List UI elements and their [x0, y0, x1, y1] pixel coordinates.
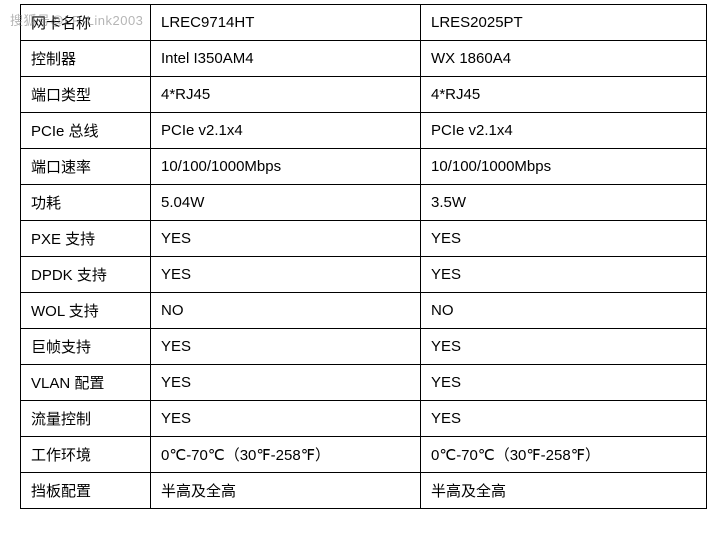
cell-product-b: 3.5W — [421, 185, 707, 221]
table-row: 挡板配置半高及全高半高及全高 — [21, 473, 707, 509]
cell-product-a: YES — [151, 329, 421, 365]
table-row: PCIe 总线PCIe v2.1x4PCIe v2.1x4 — [21, 113, 707, 149]
cell-product-a: YES — [151, 401, 421, 437]
row-label: PXE 支持 — [21, 221, 151, 257]
table-row: 端口速率10/100/1000Mbps10/100/1000Mbps — [21, 149, 707, 185]
table-row: 端口类型4*RJ454*RJ45 — [21, 77, 707, 113]
cell-product-a: Intel I350AM4 — [151, 41, 421, 77]
cell-product-a: YES — [151, 257, 421, 293]
cell-product-b: 半高及全高 — [421, 473, 707, 509]
table-row: WOL 支持NONO — [21, 293, 707, 329]
table-row: 功耗5.04W3.5W — [21, 185, 707, 221]
watermark-text: 搜狐号@LR-Link2003 — [10, 10, 143, 29]
cell-product-b: YES — [421, 401, 707, 437]
cell-product-b: WX 1860A4 — [421, 41, 707, 77]
cell-product-b: NO — [421, 293, 707, 329]
cell-product-a: 5.04W — [151, 185, 421, 221]
cell-product-a: YES — [151, 221, 421, 257]
cell-product-b: YES — [421, 365, 707, 401]
cell-product-b: PCIe v2.1x4 — [421, 113, 707, 149]
cell-product-b: 4*RJ45 — [421, 77, 707, 113]
row-label: 端口速率 — [21, 149, 151, 185]
cell-product-a: YES — [151, 365, 421, 401]
cell-product-b: 0℃-70℃（30℉-258℉） — [421, 437, 707, 473]
table-row: 巨帧支持YESYES — [21, 329, 707, 365]
cell-product-b: LRES2025PT — [421, 5, 707, 41]
row-label: 流量控制 — [21, 401, 151, 437]
row-label: 控制器 — [21, 41, 151, 77]
table-row: 控制器Intel I350AM4WX 1860A4 — [21, 41, 707, 77]
table-row: VLAN 配置YESYES — [21, 365, 707, 401]
cell-product-a: NO — [151, 293, 421, 329]
cell-product-a: 4*RJ45 — [151, 77, 421, 113]
row-label: DPDK 支持 — [21, 257, 151, 293]
cell-product-a: LREC9714HT — [151, 5, 421, 41]
row-label: PCIe 总线 — [21, 113, 151, 149]
spec-table: 网卡名称LREC9714HTLRES2025PT控制器Intel I350AM4… — [20, 4, 707, 509]
table-row: 工作环境0℃-70℃（30℉-258℉）0℃-70℃（30℉-258℉） — [21, 437, 707, 473]
row-label: 巨帧支持 — [21, 329, 151, 365]
row-label: 工作环境 — [21, 437, 151, 473]
cell-product-b: YES — [421, 257, 707, 293]
table-row: PXE 支持YESYES — [21, 221, 707, 257]
cell-product-a: PCIe v2.1x4 — [151, 113, 421, 149]
row-label: 功耗 — [21, 185, 151, 221]
cell-product-b: 10/100/1000Mbps — [421, 149, 707, 185]
cell-product-b: YES — [421, 221, 707, 257]
cell-product-a: 0℃-70℃（30℉-258℉） — [151, 437, 421, 473]
row-label: 端口类型 — [21, 77, 151, 113]
row-label: 挡板配置 — [21, 473, 151, 509]
cell-product-b: YES — [421, 329, 707, 365]
row-label: VLAN 配置 — [21, 365, 151, 401]
table-row: DPDK 支持YESYES — [21, 257, 707, 293]
cell-product-a: 10/100/1000Mbps — [151, 149, 421, 185]
cell-product-a: 半高及全高 — [151, 473, 421, 509]
table-row: 流量控制YESYES — [21, 401, 707, 437]
row-label: WOL 支持 — [21, 293, 151, 329]
